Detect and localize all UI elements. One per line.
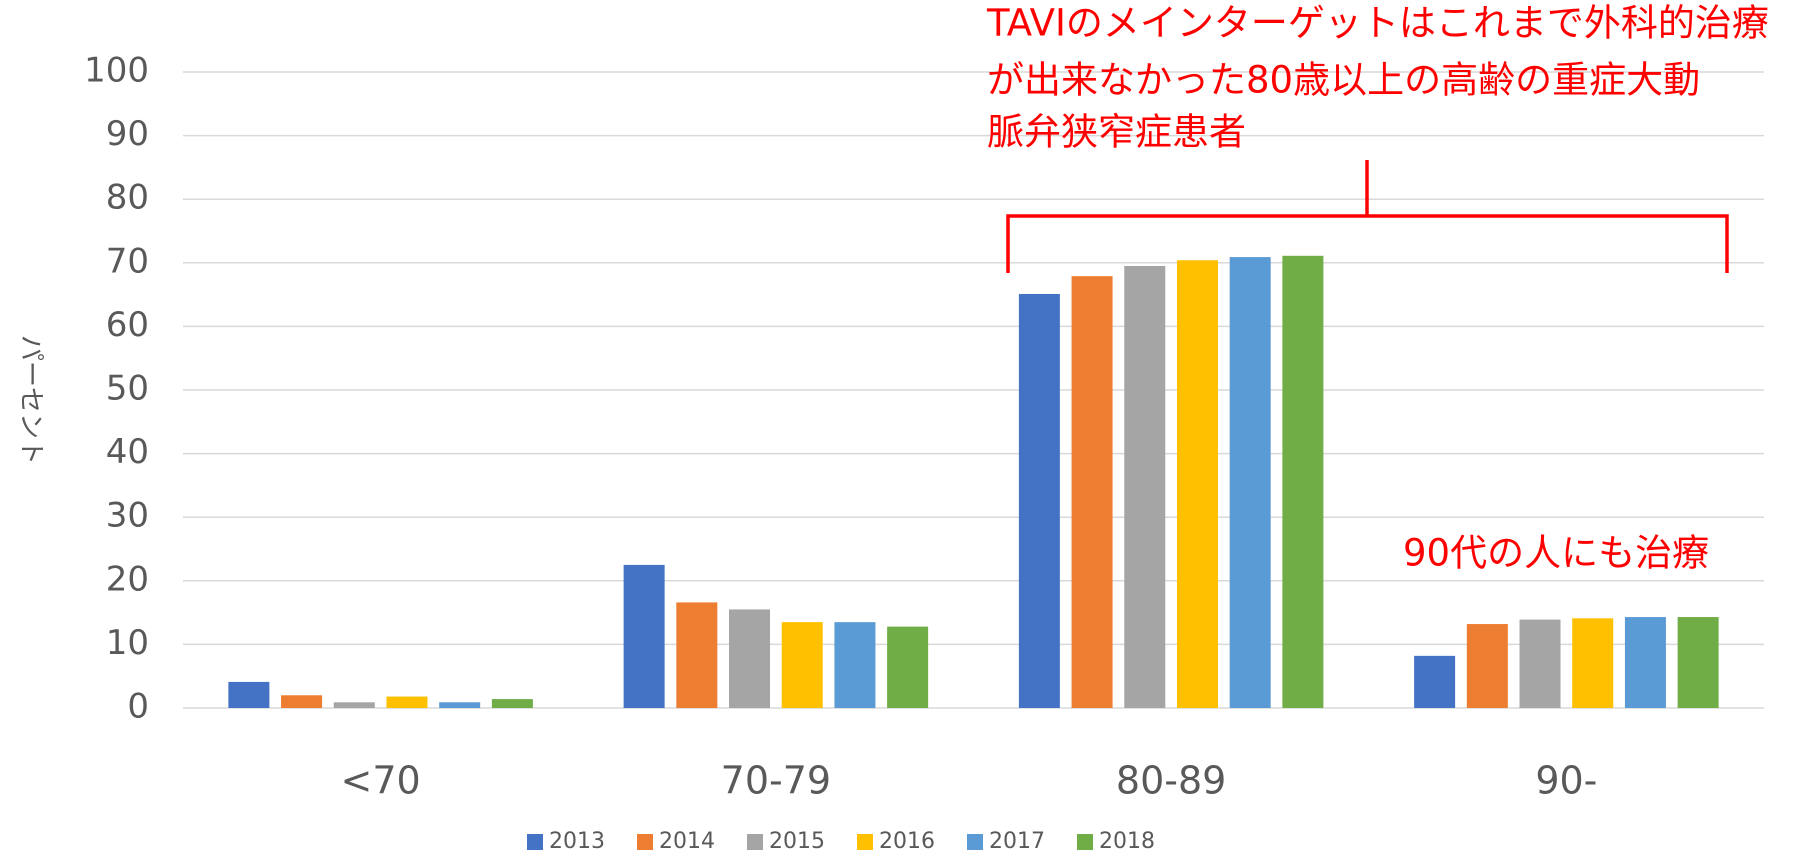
bar — [887, 626, 929, 708]
y-tick-label: 40 — [106, 432, 149, 472]
bar — [1572, 618, 1614, 708]
legend-label: 2013 — [549, 829, 605, 854]
bar — [729, 609, 771, 708]
bar — [439, 702, 481, 708]
legend-label: 2014 — [659, 829, 715, 854]
legend-label: 2015 — [769, 829, 825, 854]
y-tick-label: 20 — [106, 559, 149, 599]
legend-swatch — [747, 834, 763, 850]
y-tick-label: 30 — [106, 496, 149, 536]
bar — [1071, 276, 1113, 708]
bar — [1519, 619, 1561, 708]
legend-swatch — [1077, 834, 1093, 850]
y-tick-label: 10 — [106, 623, 149, 663]
y-tick-label: 80 — [106, 178, 149, 218]
bar — [1124, 265, 1166, 708]
bar — [1466, 624, 1508, 708]
annotation: が出来なかった80歳以上の高齢の重症大動 — [987, 59, 1700, 102]
bar — [1677, 617, 1719, 708]
bar — [623, 564, 665, 708]
bar — [1624, 617, 1666, 708]
legend-swatch — [637, 834, 653, 850]
x-tick-label: 70-79 — [721, 759, 831, 803]
x-tick-label: <70 — [341, 759, 421, 803]
legend-swatch — [857, 834, 873, 850]
legend-swatch — [527, 834, 543, 850]
bracket — [1006, 160, 1729, 273]
bar — [491, 699, 533, 708]
x-tick-label: 80-89 — [1116, 759, 1226, 803]
y-tick-label: 0 — [127, 687, 149, 727]
bar — [1229, 257, 1271, 708]
bar — [1176, 260, 1218, 708]
y-tick-label: 60 — [106, 305, 149, 345]
legend-label: 2016 — [879, 829, 935, 854]
bar — [386, 696, 428, 708]
legend-label: 2018 — [1099, 829, 1155, 854]
bar — [781, 622, 823, 708]
annotation: TAVIのメインターゲットはこれまで外科的治療 — [986, 2, 1769, 45]
annotation: 脈弁狭窄症患者 — [987, 111, 1246, 154]
y-tick-label: 100 — [84, 51, 149, 91]
bar — [1282, 255, 1324, 708]
bar — [281, 695, 323, 708]
bar — [676, 602, 718, 708]
legend-label: 2017 — [989, 829, 1045, 854]
legend-swatch — [967, 834, 983, 850]
bar — [1414, 655, 1456, 708]
bar — [333, 702, 375, 708]
x-tick-label: 90- — [1535, 759, 1597, 803]
y-axis-label: パーセント — [16, 335, 46, 465]
y-tick-label: 50 — [106, 369, 149, 409]
y-tick-label: 70 — [106, 241, 149, 281]
annotation: 90代の人にも治療 — [1403, 532, 1709, 575]
y-tick-label: 90 — [106, 114, 149, 154]
bar — [834, 622, 876, 708]
bar — [228, 681, 270, 708]
bar — [1018, 293, 1060, 708]
